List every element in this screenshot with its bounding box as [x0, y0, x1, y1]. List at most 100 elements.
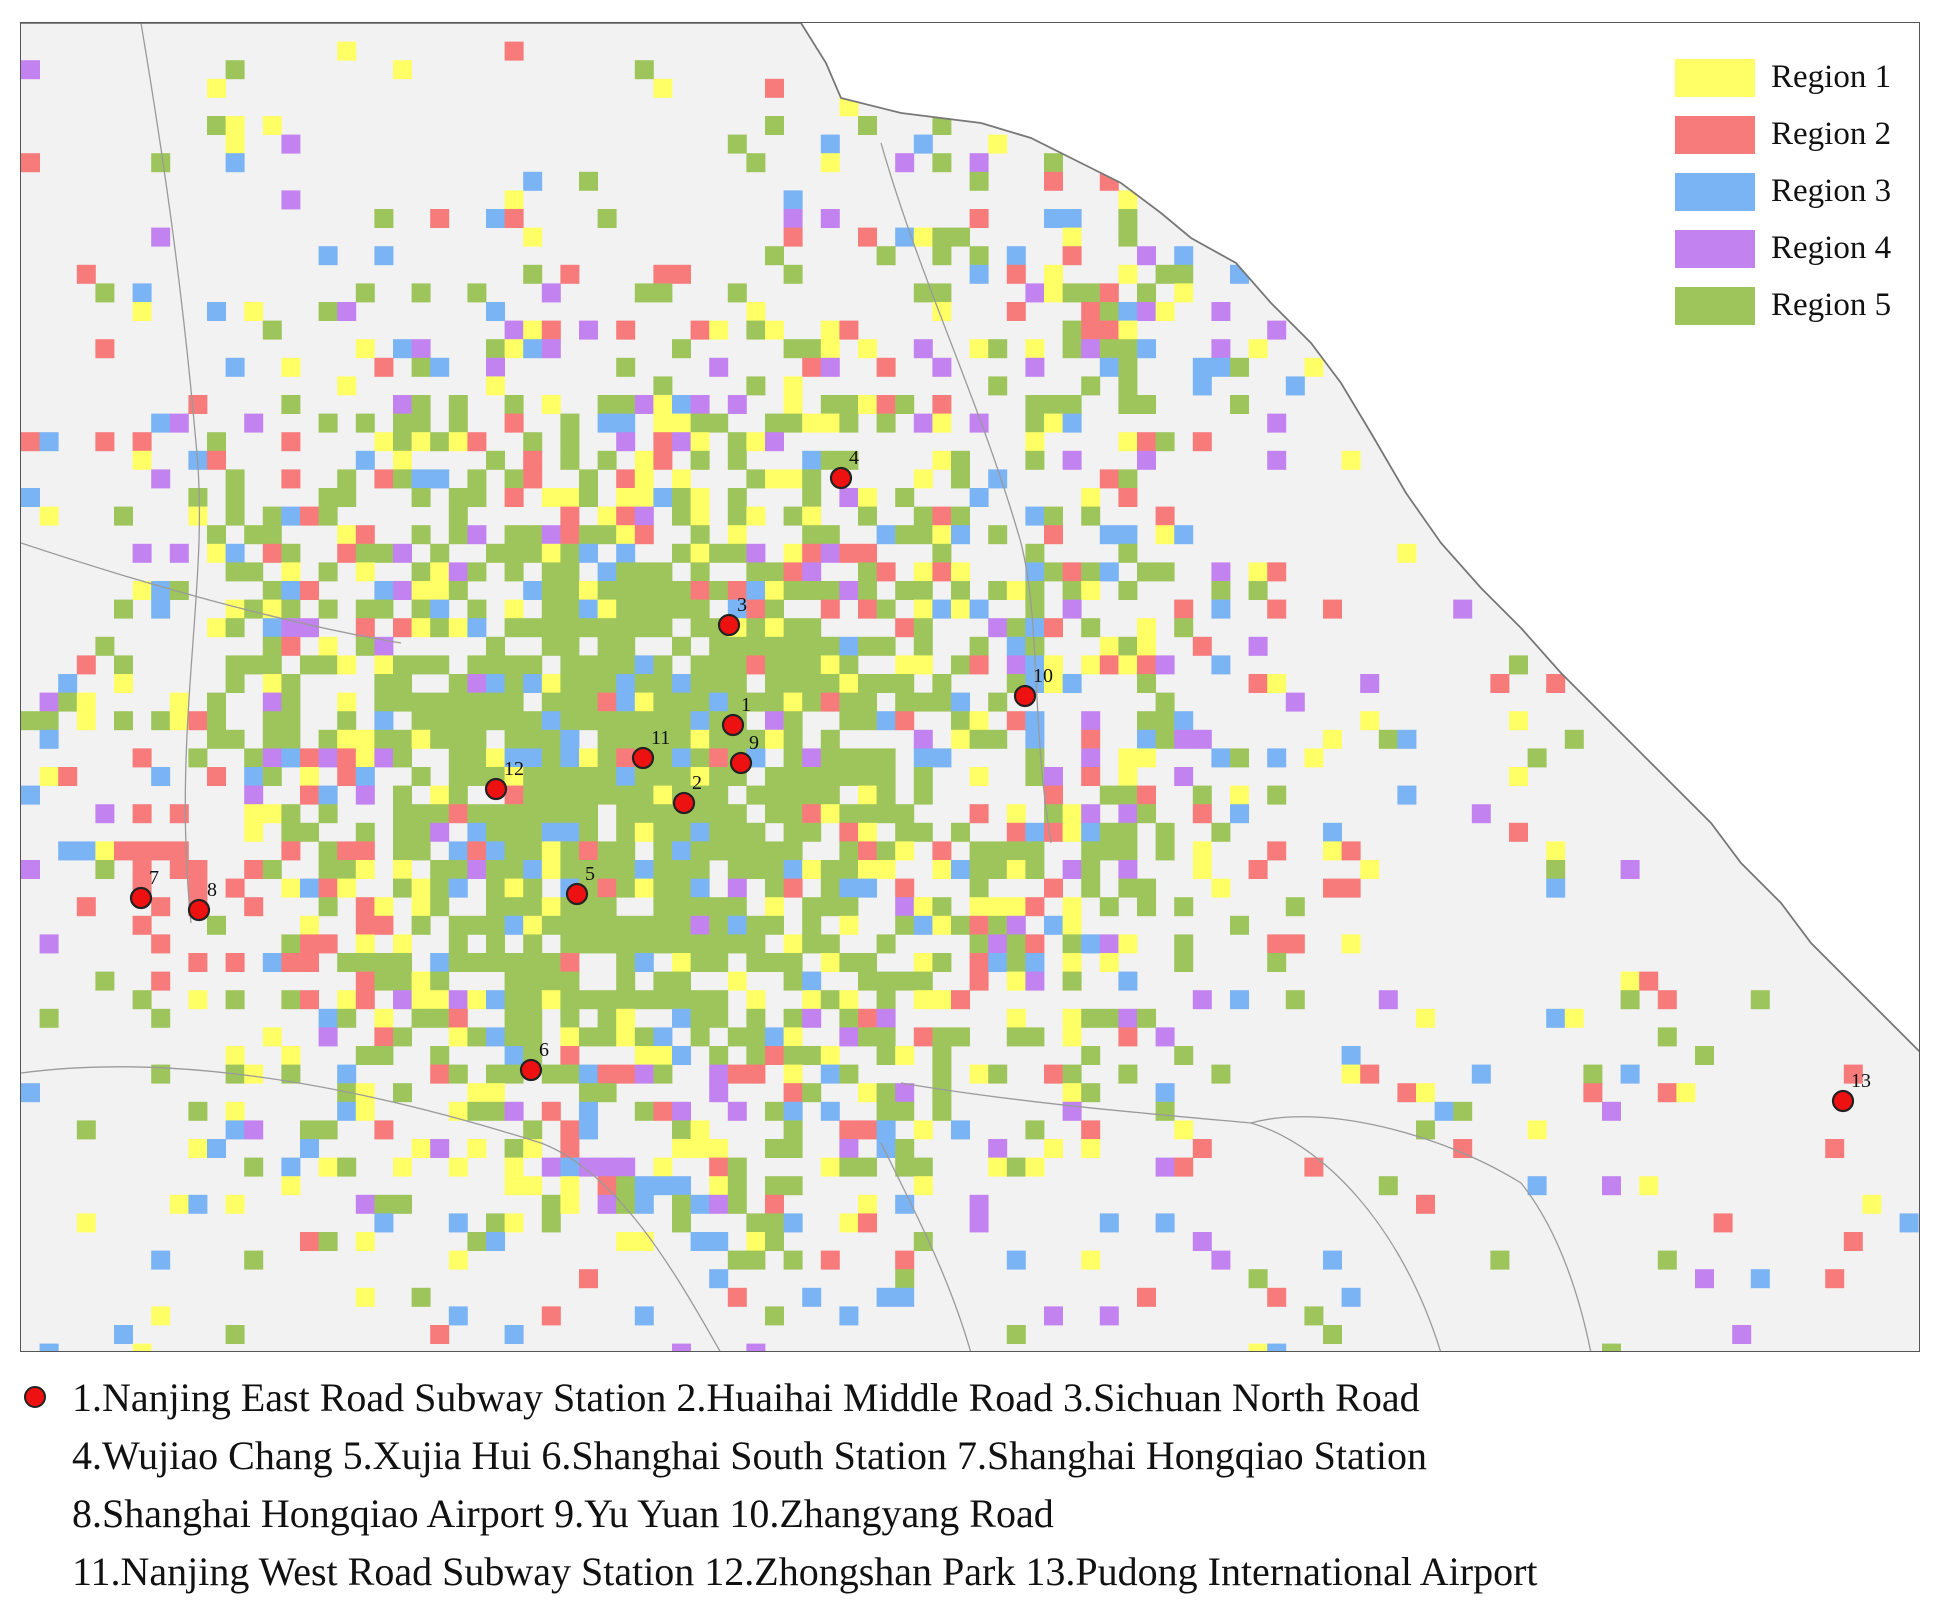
- region-cell: [1044, 171, 1063, 191]
- region-cell: [672, 1120, 691, 1140]
- caption-line: 11.Nanjing West Road Subway Station 12.Z…: [20, 1542, 1920, 1600]
- region-cell: [690, 1194, 710, 1214]
- region-cell: [839, 636, 859, 656]
- region-cell: [1062, 953, 1082, 972]
- region-cell: [1211, 581, 1231, 600]
- region-cell: [393, 581, 412, 600]
- region-cell: [1825, 1269, 1845, 1289]
- region-cell: [913, 636, 933, 656]
- region-cell: [634, 599, 654, 619]
- region-cell: [709, 692, 729, 712]
- region-cell: [969, 934, 989, 954]
- station-dot-icon: [24, 1386, 46, 1408]
- region-cell: [300, 1120, 319, 1140]
- region-cell: [690, 711, 710, 731]
- region-cell: [1155, 692, 1175, 712]
- region-cell: [1155, 1083, 1175, 1103]
- region-cell: [560, 599, 580, 619]
- region-cell: [39, 711, 59, 731]
- region-cell: [244, 822, 264, 842]
- region-cell: [765, 1027, 784, 1047]
- region-cell: [188, 990, 208, 1010]
- region-cell: [486, 302, 505, 321]
- region-cell: [895, 1157, 915, 1177]
- region-cell: [988, 897, 1008, 917]
- region-cell: [1044, 209, 1063, 228]
- region-cell: [1025, 1120, 1045, 1140]
- region-cell: [300, 822, 319, 842]
- region-cell: [467, 432, 487, 452]
- region-cell: [225, 469, 245, 489]
- region-cell: [39, 432, 59, 452]
- region-cell: [151, 1064, 171, 1084]
- region-cell: [281, 618, 301, 638]
- region-cell: [467, 729, 487, 749]
- region-cell: [1267, 599, 1287, 619]
- region-cell: [839, 878, 859, 898]
- region-cell: [1360, 711, 1380, 731]
- region-cell: [634, 692, 654, 712]
- region-cell: [876, 804, 896, 824]
- region-cell: [188, 860, 208, 879]
- region-cell: [411, 599, 431, 619]
- region-cell: [634, 674, 654, 693]
- region-cell: [355, 413, 375, 433]
- region-cell: [746, 320, 766, 340]
- region-cell: [355, 915, 375, 935]
- region-cell: [839, 488, 859, 507]
- region-cell: [802, 1287, 822, 1307]
- region-cell: [653, 915, 673, 935]
- region-cell: [597, 655, 617, 675]
- region-cell: [244, 1157, 264, 1177]
- region-cell: [746, 729, 766, 749]
- region-cell: [727, 432, 747, 452]
- region-cell: [653, 822, 673, 842]
- region-cell: [1285, 897, 1305, 917]
- region-cell: [1192, 804, 1212, 824]
- region-cell: [895, 915, 915, 935]
- region-cell: [1267, 785, 1287, 805]
- region-cell: [430, 599, 450, 619]
- region-cell: [672, 432, 691, 452]
- region-cell: [207, 543, 226, 563]
- region-cell: [560, 655, 580, 675]
- region-cell: [1137, 655, 1156, 675]
- region-cell: [1137, 339, 1156, 359]
- region-cell: [318, 1008, 338, 1028]
- region-cell: [746, 1046, 766, 1065]
- region-cell: [783, 1250, 803, 1270]
- region-cell: [1471, 804, 1491, 824]
- region-cell: [579, 692, 598, 712]
- region-cell: [1062, 339, 1082, 359]
- region-cell: [300, 878, 319, 898]
- region-cell: [597, 636, 617, 656]
- region-cell: [1137, 450, 1156, 470]
- station-number-label: 8: [207, 879, 217, 901]
- region-cell: [727, 934, 747, 954]
- region-cell: [839, 97, 859, 117]
- region-cell: [244, 860, 264, 879]
- region-cell: [579, 860, 598, 879]
- region-cell: [393, 860, 412, 879]
- region-cell: [579, 934, 598, 954]
- region-cell: [207, 432, 226, 452]
- region-cell: [1025, 841, 1045, 861]
- region-cell: [783, 469, 803, 489]
- region-cell: [876, 934, 896, 954]
- region-cell: [374, 674, 394, 693]
- station-marker-3: 3: [717, 594, 747, 637]
- region-cell: [1155, 525, 1175, 545]
- region-cell: [225, 60, 245, 80]
- region-cell: [932, 413, 952, 433]
- region-cell: [727, 860, 747, 879]
- region-cell: [1174, 283, 1194, 303]
- region-cell: [1211, 357, 1231, 377]
- region-cell: [616, 543, 636, 563]
- region-cell: [374, 1213, 394, 1233]
- region-cell: [746, 581, 766, 600]
- region-cell: [858, 599, 877, 619]
- region-cell: [523, 171, 543, 191]
- region-cell: [616, 655, 636, 675]
- region-cell: [504, 971, 524, 991]
- region-cell: [393, 729, 412, 749]
